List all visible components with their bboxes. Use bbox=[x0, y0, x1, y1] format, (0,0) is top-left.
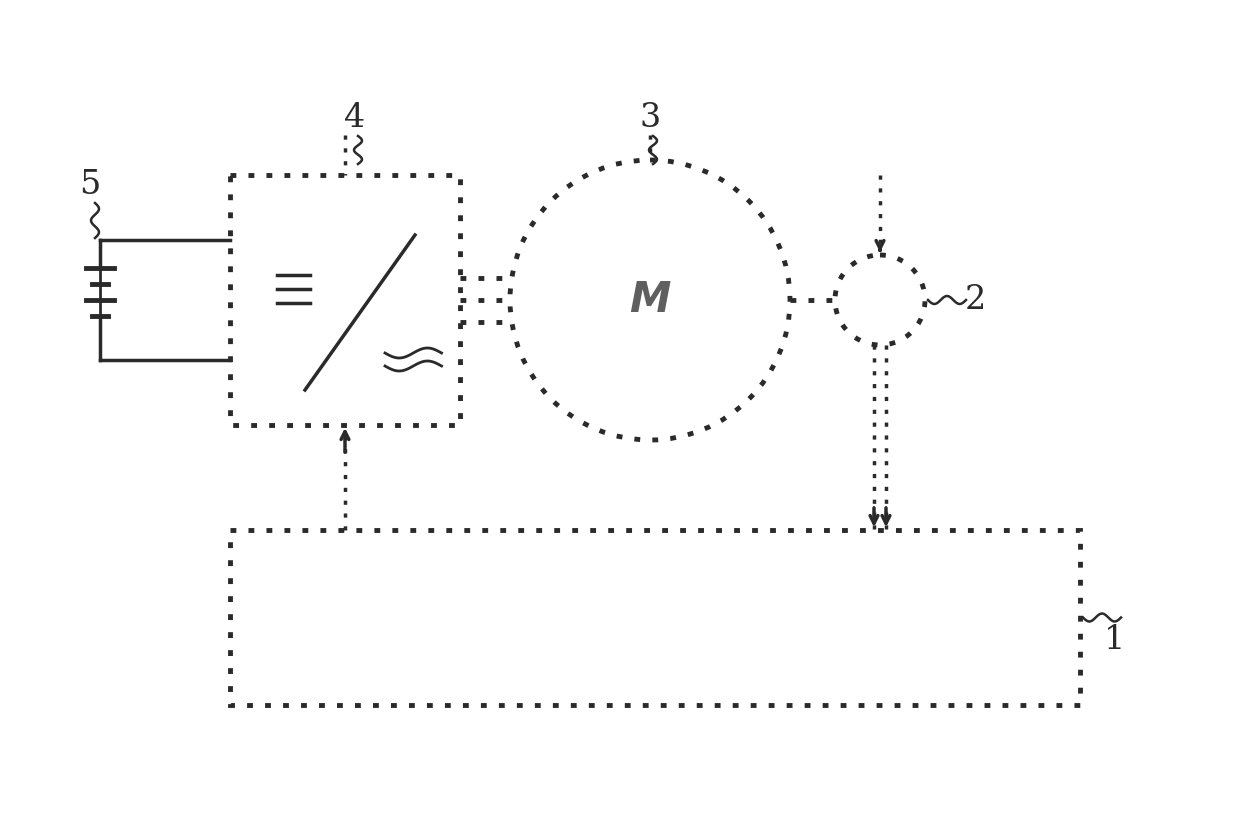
Circle shape bbox=[835, 255, 925, 345]
Text: 2: 2 bbox=[965, 284, 986, 316]
FancyBboxPatch shape bbox=[229, 175, 460, 425]
Text: 5: 5 bbox=[79, 169, 100, 201]
Text: 4: 4 bbox=[345, 102, 366, 134]
Circle shape bbox=[510, 160, 790, 440]
Text: M: M bbox=[630, 279, 671, 321]
Text: 3: 3 bbox=[640, 102, 661, 134]
FancyBboxPatch shape bbox=[229, 530, 1080, 705]
Text: 1: 1 bbox=[1105, 624, 1126, 656]
